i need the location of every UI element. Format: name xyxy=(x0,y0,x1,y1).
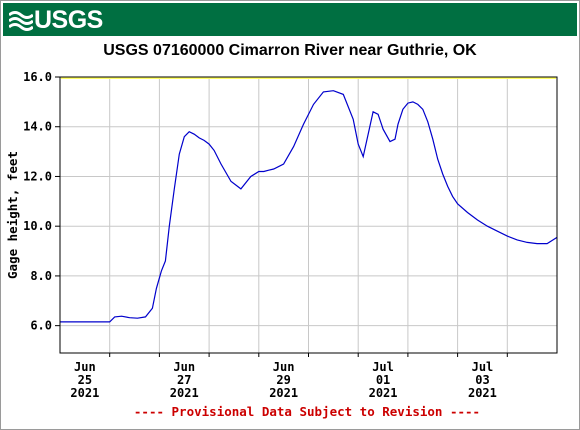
usgs-logo-text: USGS xyxy=(34,6,103,34)
x-tick-label-day: 01 xyxy=(376,373,390,387)
x-axis-ticks: Jun252021Jun272021Jun292021Jul012021Jul0… xyxy=(70,353,508,400)
x-tick-label-month: Jul xyxy=(372,360,394,374)
series-group xyxy=(60,90,558,323)
y-axis-label: Gage height, feet xyxy=(5,151,20,279)
x-tick-label-year: 2021 xyxy=(369,386,398,400)
usgs-wave-logo-icon xyxy=(9,11,33,31)
y-tick-label: 12.0 xyxy=(23,169,52,183)
x-tick-label-month: Jul xyxy=(472,360,494,374)
y-tick-label: 14.0 xyxy=(23,120,52,134)
y-tick-label: 8.0 xyxy=(30,269,52,283)
usgs-banner: USGS xyxy=(3,3,577,36)
x-tick-label-year: 2021 xyxy=(70,386,99,400)
chart-title: USGS 07160000 Cimarron River near Guthri… xyxy=(103,42,477,59)
y-tick-label: 6.0 xyxy=(30,319,52,333)
x-tick-label-year: 2021 xyxy=(468,386,497,400)
x-tick-label-year: 2021 xyxy=(170,386,199,400)
gage-height-series-line xyxy=(60,90,558,323)
y-tick-label: 10.0 xyxy=(23,219,52,233)
x-tick-label-year: 2021 xyxy=(269,386,298,400)
grid-lines xyxy=(60,77,557,353)
provisional-note: ---- Provisional Data Subject to Revisio… xyxy=(134,404,480,419)
x-tick-label-day: 03 xyxy=(475,373,489,387)
x-tick-label-day: 27 xyxy=(177,373,191,387)
x-tick-label-month: Jun xyxy=(173,360,195,374)
y-tick-label: 16.0 xyxy=(23,70,52,84)
x-tick-label-month: Jun xyxy=(74,360,96,374)
y-axis-ticks: 6.0 8.0 10.0 12.0 14.0 16.0 xyxy=(23,70,60,333)
x-tick-label-day: 25 xyxy=(78,373,92,387)
x-tick-label-month: Jun xyxy=(273,360,295,374)
x-tick-label-day: 29 xyxy=(276,373,290,387)
